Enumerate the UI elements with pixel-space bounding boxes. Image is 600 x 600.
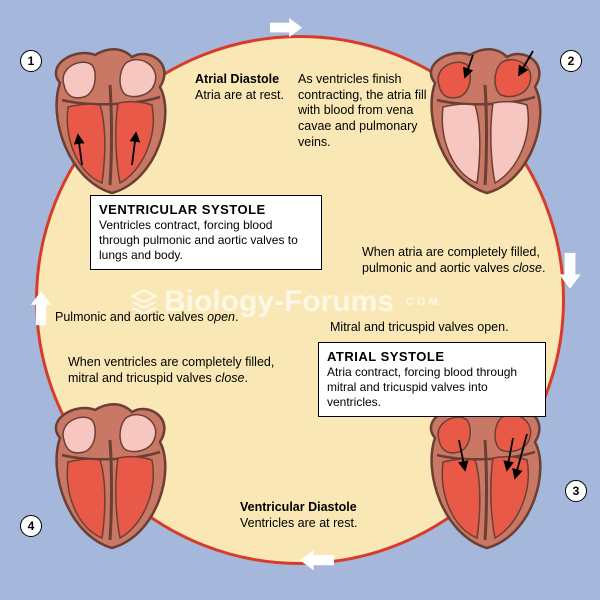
pulmonic-aortic-close-text: When atria are completely filled, pulmon…: [362, 245, 557, 276]
pulmonic-aortic-open-text: Pulmonic and aortic valves open.: [55, 310, 285, 326]
atrial-diastole-title: Atrial Diastole: [195, 72, 279, 86]
cardiac-cycle-diagram: 1 2 3 4 Atrial Diastole Atria are at res…: [0, 0, 600, 600]
ventricular-diastole-title: Ventricular Diastole: [240, 500, 357, 514]
atrial-systole-body: Atria contract, forcing blood through mi…: [327, 365, 517, 409]
stage-number-2-text: 2: [568, 54, 575, 68]
flow-arrow-top: [270, 18, 302, 37]
mitral-tricuspid-open-text: Mitral and tricuspid valves open.: [330, 320, 550, 336]
stage-number-3: 3: [565, 480, 587, 502]
stage-number-2: 2: [560, 50, 582, 72]
heart-stage-1: [40, 45, 180, 195]
heart-stage-4: [40, 400, 180, 550]
stage-number-3-text: 3: [573, 484, 580, 498]
stage-number-4-text: 4: [28, 519, 35, 533]
flow-arrow-right: [559, 253, 581, 289]
atrial-diastole-body: Atria are at rest.: [195, 88, 284, 102]
stage-number-1-text: 1: [28, 54, 35, 68]
ventricular-systole-callout: VENTRICULAR SYSTOLE Ventricles contract,…: [90, 195, 322, 270]
ventricular-systole-body: Ventricles contract, forcing blood throu…: [99, 218, 298, 262]
ventricular-diastole-body: Ventricles are at rest.: [240, 516, 357, 530]
heart-stage-2: [415, 45, 555, 195]
mitral-tricuspid-close-text: When ventricles are completely filled, m…: [68, 355, 308, 386]
atrial-diastole-label: Atrial Diastole Atria are at rest.: [195, 72, 315, 103]
stage-number-4: 4: [20, 515, 42, 537]
flow-arrow-bottom: [300, 550, 334, 570]
flow-arrow-left: [31, 291, 51, 325]
stage-number-1: 1: [20, 50, 42, 72]
ventricular-diastole-label: Ventricular Diastole Ventricles are at r…: [240, 500, 410, 531]
heart-stage-3: [415, 400, 555, 550]
atrial-diastole-description: As ventricles finish contracting, the at…: [298, 72, 428, 150]
atrial-systole-title: ATRIAL SYSTOLE: [327, 349, 445, 364]
ventricular-systole-title: VENTRICULAR SYSTOLE: [99, 202, 266, 217]
atrial-systole-callout: ATRIAL SYSTOLE Atria contract, forcing b…: [318, 342, 546, 417]
